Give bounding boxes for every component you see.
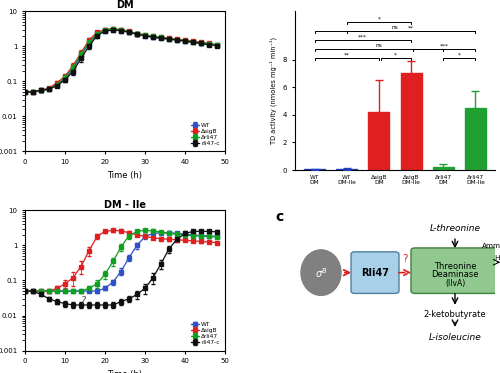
Text: L-threonine: L-threonine [430,224,480,233]
Y-axis label: TD activity (nmoles mg⁻¹ min⁻¹): TD activity (nmoles mg⁻¹ min⁻¹) [270,37,278,144]
Bar [304,169,325,170]
FancyBboxPatch shape [411,248,499,294]
Bar [336,169,357,170]
Text: **: ** [408,25,414,30]
Text: **: ** [344,52,349,57]
Text: $\sigma^{B}$: $\sigma^{B}$ [314,266,328,279]
Bar [433,167,454,170]
Text: ***: *** [358,34,368,40]
Title: DM: DM [116,0,134,10]
Text: *: * [378,16,380,21]
Bar [368,112,390,170]
Bar [400,73,421,170]
Text: ns: ns [392,25,398,30]
Ellipse shape [301,250,341,295]
Bar [465,108,486,170]
Text: Ammonia: Ammonia [482,243,500,249]
Title: DM - Ile: DM - Ile [104,200,146,210]
Text: *: * [458,52,461,57]
Text: ns: ns [376,43,382,48]
Text: Rli47: Rli47 [361,267,389,278]
Text: Threonine: Threonine [434,261,476,271]
Text: Deaminase: Deaminase [431,270,479,279]
FancyBboxPatch shape [351,252,399,294]
Legend: WT, ΔsigB, Δrli47, rli47-c: WT, ΔsigB, Δrli47, rli47-c [189,320,222,348]
Text: *: * [394,52,398,57]
Text: ?: ? [81,296,86,306]
X-axis label: Time (h): Time (h) [108,170,142,180]
X-axis label: Time (h): Time (h) [108,370,142,373]
Text: 2-ketobutyrate: 2-ketobutyrate [424,310,486,319]
Text: ***: *** [440,43,448,48]
Text: ?: ? [402,254,408,264]
Text: c: c [275,210,283,224]
Text: (IlvA): (IlvA) [445,279,465,288]
Text: H⁺: H⁺ [494,255,500,261]
Text: L-isoleucine: L-isoleucine [428,333,482,342]
Legend: WT, ΔsigB, Δrli47, rli47-c: WT, ΔsigB, Δrli47, rli47-c [189,121,222,148]
